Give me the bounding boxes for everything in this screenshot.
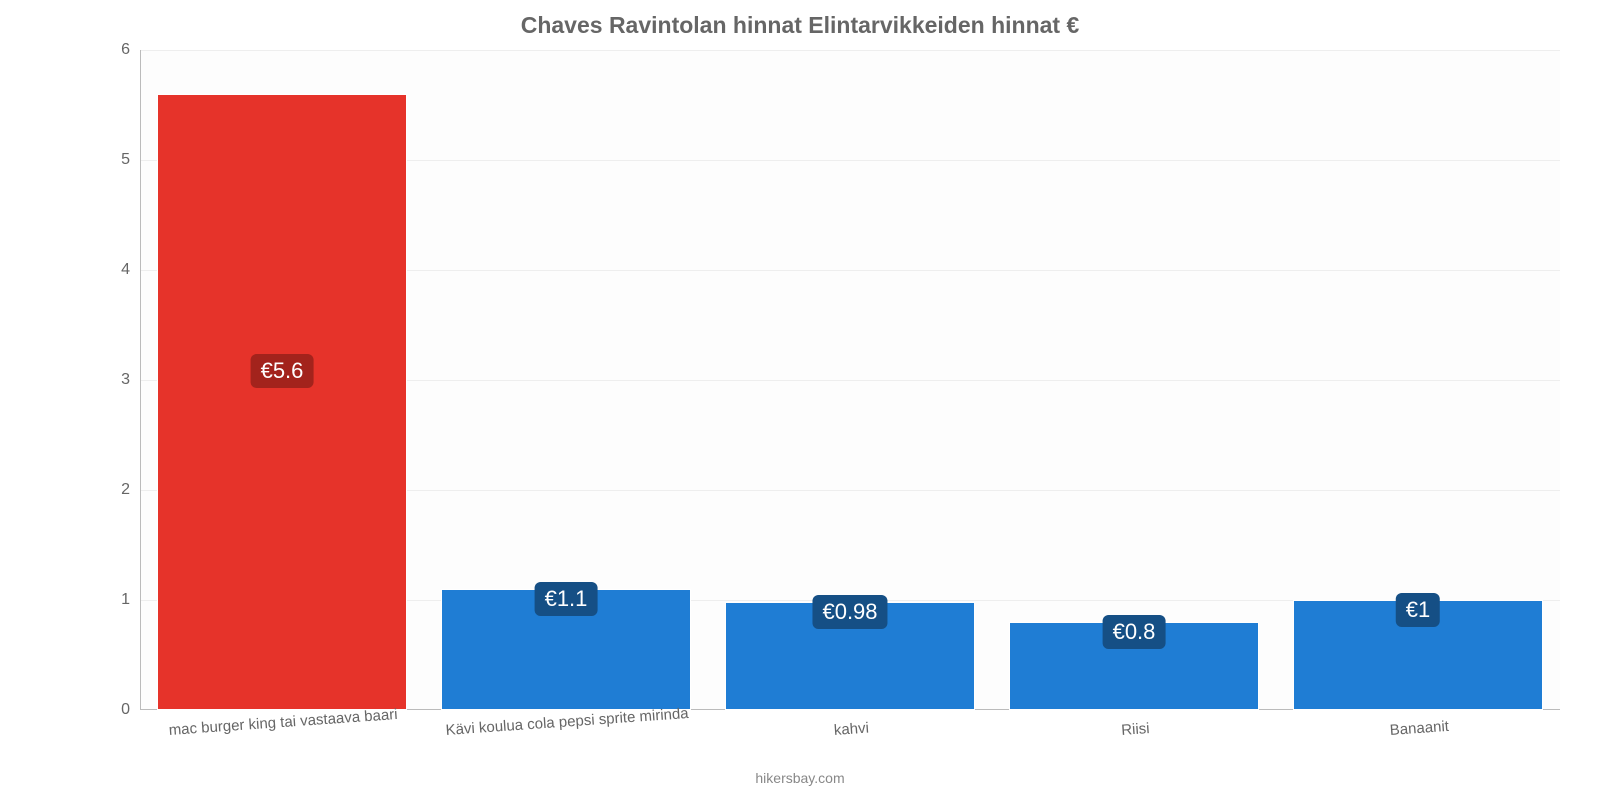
chart-title: Chaves Ravintolan hinnat Elintarvikkeide… <box>0 12 1600 39</box>
x-tick-label: Riisi <box>1120 708 1150 739</box>
gridline <box>140 50 1560 51</box>
y-tick-label: 1 <box>121 591 140 609</box>
y-tick-label: 5 <box>121 151 140 169</box>
bar <box>157 94 407 710</box>
chart-attribution: hikersbay.com <box>0 770 1600 786</box>
x-tick-label: kahvi <box>832 708 869 739</box>
x-tick-label: Banaanit <box>1388 706 1449 739</box>
value-badge: €1 <box>1396 593 1440 627</box>
y-axis-line <box>140 50 141 710</box>
value-badge: €1.1 <box>535 582 598 616</box>
plot-area: 0123456€5.6mac burger king tai vastaava … <box>140 50 1560 710</box>
y-tick-label: 3 <box>121 371 140 389</box>
y-tick-label: 2 <box>121 481 140 499</box>
value-badge: €0.98 <box>812 595 887 629</box>
y-tick-label: 4 <box>121 261 140 279</box>
price-bar-chart: Chaves Ravintolan hinnat Elintarvikkeide… <box>0 0 1600 800</box>
value-badge: €5.6 <box>251 354 314 388</box>
y-tick-label: 6 <box>121 41 140 59</box>
y-tick-label: 0 <box>121 701 140 719</box>
value-badge: €0.8 <box>1103 615 1166 649</box>
